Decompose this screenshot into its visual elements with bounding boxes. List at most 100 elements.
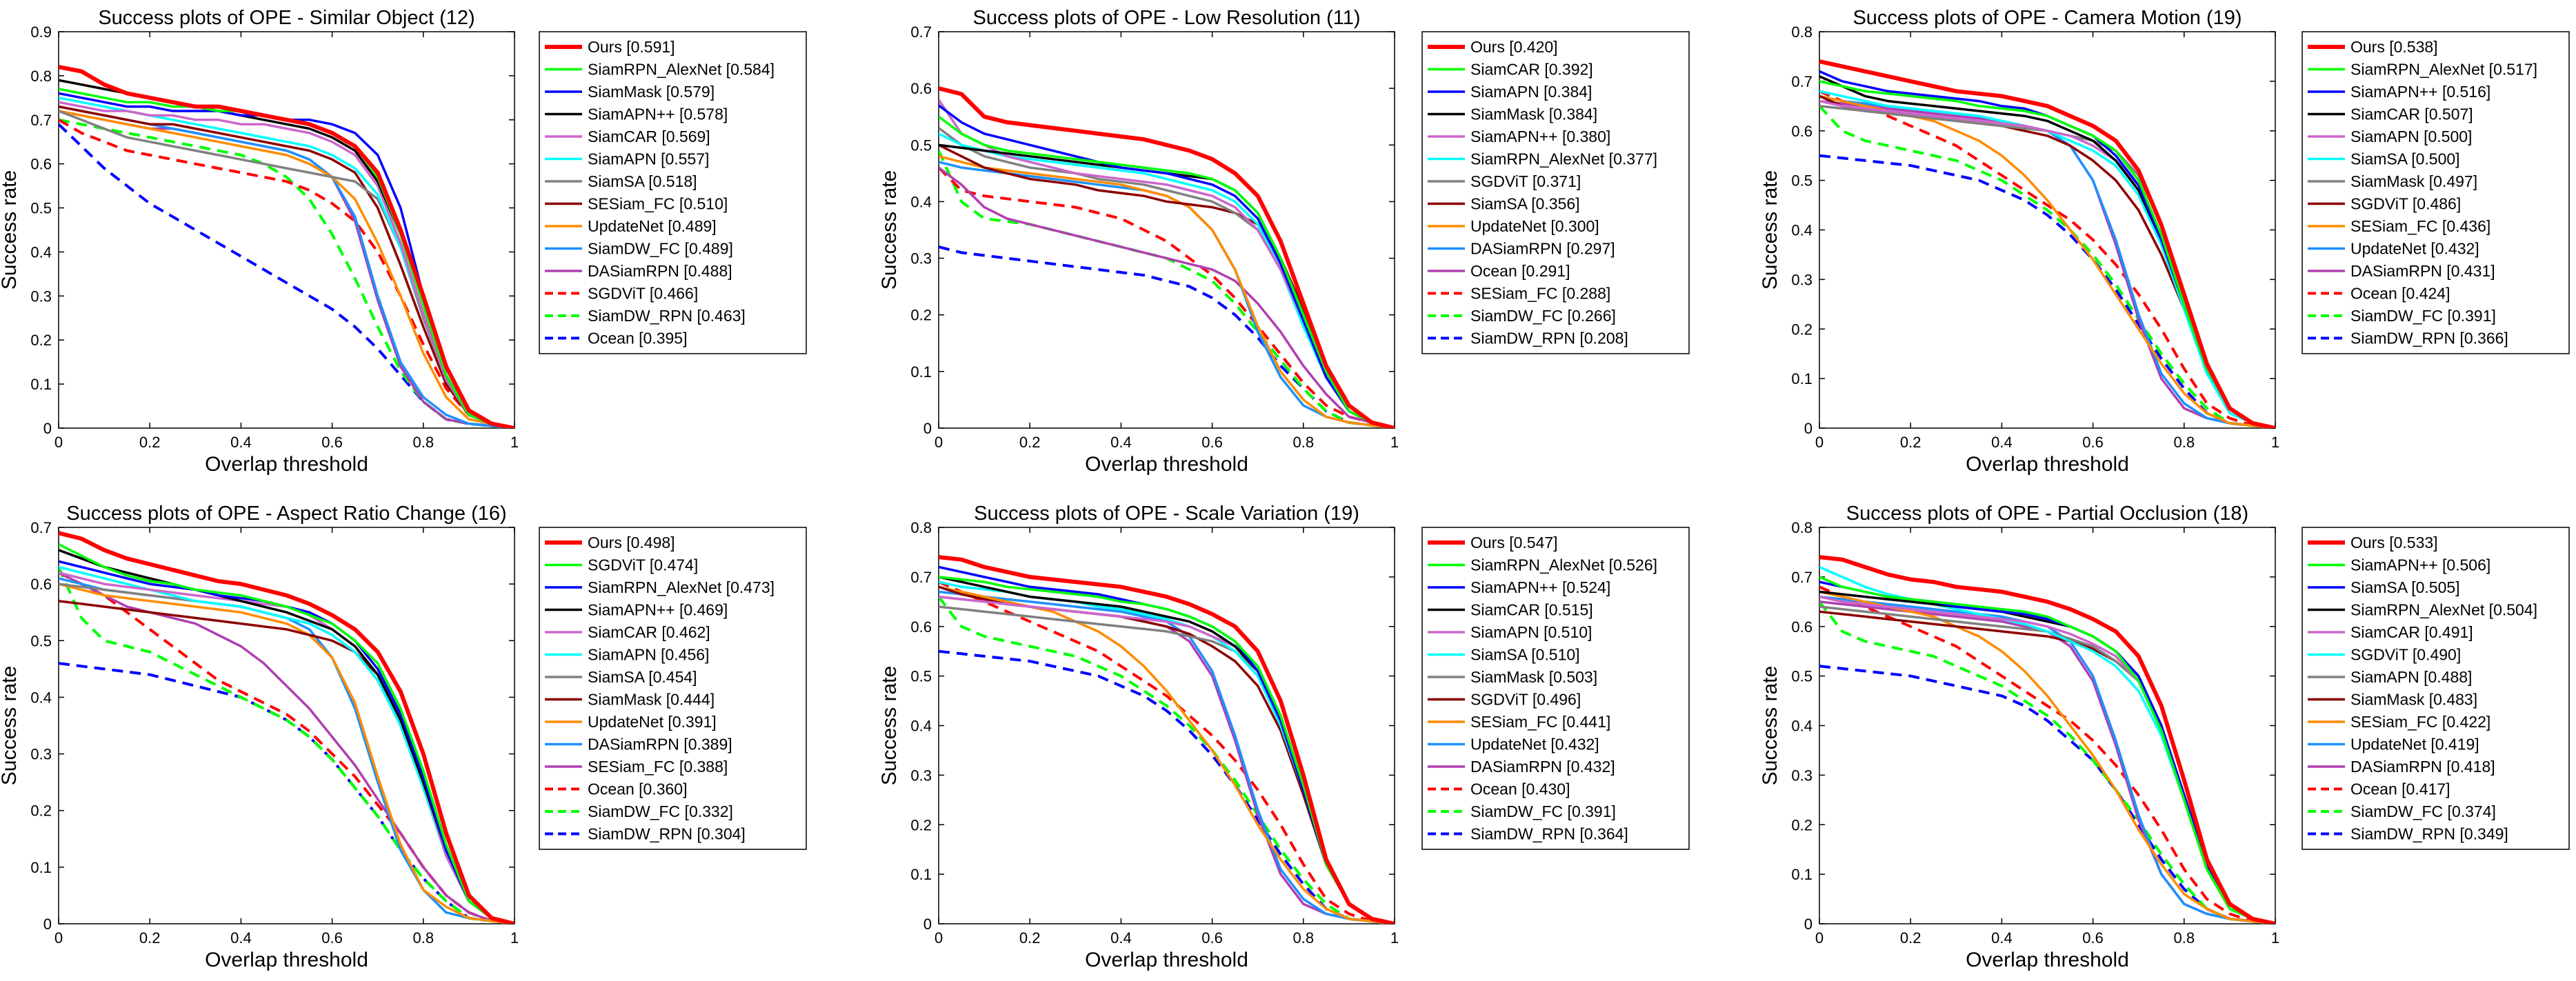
legend-entry: DASiamRPN [0.418] [2350,758,2495,776]
series-group [1819,59,2275,428]
y-tick-label: 0.1 [910,363,932,381]
series-group [939,86,1395,428]
legend-entry: Ours [0.538] [2350,38,2438,56]
x-axis-label: Overlap threshold [1085,949,1248,971]
legend-entry: Ours [0.420] [1470,38,1558,56]
legend-entry: SiamAPN++ [0.516] [2350,83,2490,101]
series-line [59,88,515,428]
series-line [939,585,1395,924]
series-line [1819,585,2275,924]
chart-panel: Success plots of OPE - Partial Occlusion… [1759,503,2570,971]
series-line [939,104,1395,428]
x-tick-label: 1 [510,929,519,947]
legend-entry: SiamDW_FC [0.391] [1470,802,1616,820]
x-tick-label: 0.6 [1201,929,1223,947]
x-tick-label: 0 [54,929,63,947]
legend-entry: SiamDW_FC [0.391] [2350,307,2496,325]
series-line [1819,99,2275,428]
series-line [1819,99,2275,428]
legend-box [2302,31,2570,354]
series-line [939,155,1395,428]
legend-entry: SGDViT [0.486] [2350,195,2461,213]
y-tick-label: 0.7 [30,112,52,129]
legend-entry: SESiam_FC [0.510] [588,195,728,213]
series-line [939,585,1395,924]
legend-entry: Ours [0.533] [2350,534,2438,552]
series-line [59,101,515,428]
series-line [939,580,1395,924]
series-line [1819,90,2275,428]
y-tick-label: 0 [1804,420,1813,437]
series-line [59,572,515,924]
series-line [1819,610,2275,924]
y-tick-label: 0.1 [30,376,52,393]
legend-entry: SiamAPN [0.384] [1470,83,1592,101]
y-tick-label: 0.7 [30,519,52,536]
y-tick-label: 0.1 [30,859,52,876]
legend-entry: SiamRPN_AlexNet [0.517] [2350,61,2537,79]
legend-entry: SiamAPN [0.456] [588,646,709,664]
legend-entry: SiamMask [0.483] [2350,691,2477,709]
x-tick-label: 0.8 [1293,929,1315,947]
legend-entry: SiamCAR [0.569] [588,128,710,145]
legend-entry: SiamMask [0.384] [1470,105,1597,123]
legend-entry: SiamAPN [0.510] [1470,623,1592,641]
legend-entry: UpdateNet [0.300] [1470,217,1599,235]
legend-box [539,527,807,850]
chart-panel: Success plots of OPE - Similar Object (1… [0,7,807,476]
y-tick-label: 0.4 [1791,718,1813,735]
legend-entry: Ocean [0.417] [2350,780,2450,798]
series-line [59,571,515,924]
legend-entry: SiamRPN_AlexNet [0.473] [588,578,775,596]
y-tick-label: 0.5 [1791,172,1813,190]
legend-entry: SiamDW_FC [0.489] [588,240,733,258]
y-tick-label: 0.7 [910,23,932,41]
x-axis-label: Overlap threshold [1966,453,2129,476]
x-tick-label: 0.2 [1900,434,1921,451]
legend-entry: SESiam_FC [0.388] [588,758,728,776]
y-tick-label: 0.6 [1791,123,1813,140]
y-tick-label: 0 [43,916,52,933]
series-line [939,576,1395,924]
legend-box [1421,527,1690,850]
series-line [939,605,1395,924]
y-tick-label: 0.3 [30,746,52,763]
legend-entry: SiamMask [0.444] [588,691,715,709]
series-line [1819,105,2275,428]
legend-entry: SiamSA [0.518] [588,172,697,190]
legend-entry: SiamDW_RPN [0.304] [588,825,746,843]
y-axis-label: Success rate [0,170,21,290]
series-line [59,572,515,924]
chart-title: Success plots of OPE - Aspect Ratio Chan… [66,503,506,525]
y-tick-label: 0.4 [30,243,52,261]
legend-entry: SiamAPN [0.488] [2350,668,2472,686]
y-tick-label: 0 [1804,916,1813,933]
plot-area [58,527,515,924]
legend-entry: SiamSA [0.510] [1470,646,1580,664]
legend-entry: SiamAPN [0.557] [588,150,709,168]
series-group [1819,555,2275,924]
y-axis-label: Success rate [0,666,21,785]
series-group [59,65,515,428]
series-line [59,531,515,924]
series-line [59,583,515,924]
y-tick-label: 0.2 [1791,816,1813,833]
chart-panel: Success plots of OPE - Aspect Ratio Chan… [0,503,807,971]
y-axis-label: Success rate [1759,666,1781,785]
y-tick-label: 0.6 [910,80,932,97]
series-line [1819,605,2275,924]
series-line [939,86,1395,428]
series-line [59,123,515,428]
y-tick-label: 0.3 [1791,271,1813,288]
legend-entry: SiamCAR [0.515] [1470,601,1593,619]
y-tick-label: 0.9 [30,23,52,41]
series-line [1819,555,2275,924]
x-tick-label: 0.6 [321,434,343,451]
x-tick-label: 0.8 [2174,929,2195,947]
x-tick-label: 0.6 [2082,929,2104,947]
x-axis-label: Overlap threshold [205,453,368,476]
legend-entry: SiamDW_RPN [0.349] [2350,825,2508,843]
x-axis-label: Overlap threshold [205,949,368,971]
plot-area [58,31,515,429]
legend-entry: SESiam_FC [0.441] [1470,713,1610,731]
